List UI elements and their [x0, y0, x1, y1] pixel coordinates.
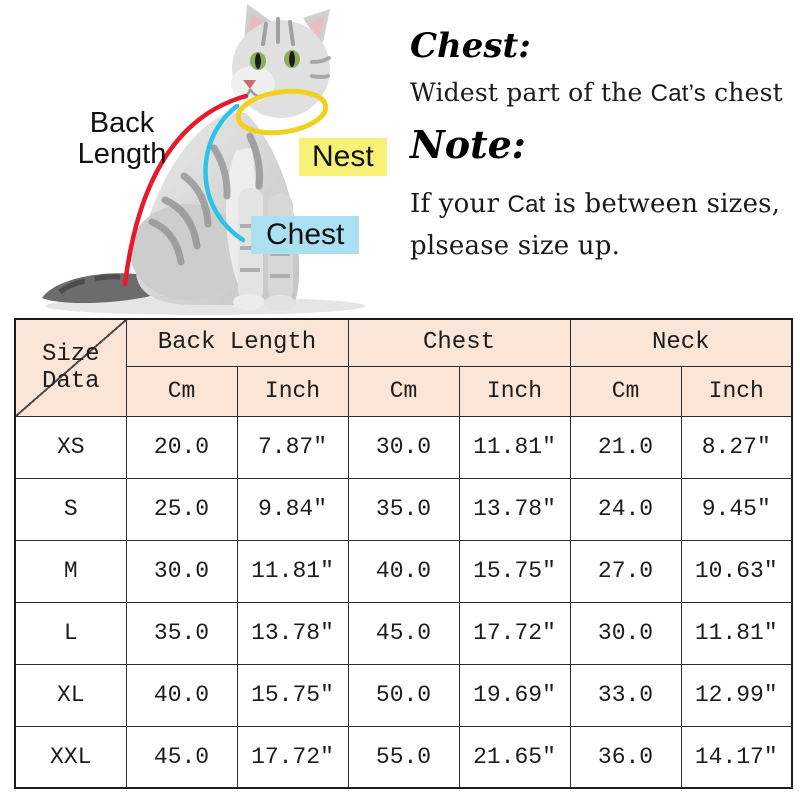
group-header-back-length: Back Length	[125, 318, 349, 367]
value-cell: 30.0	[347, 415, 460, 479]
note-line1-post: is between sizes,	[553, 189, 781, 219]
value-cell: 7.87″	[236, 415, 349, 479]
measurement-lines	[122, 88, 329, 287]
size-cell: L	[14, 601, 127, 665]
value-cell: 21.65″	[458, 725, 571, 789]
corner-size-data-cell: Size Data	[14, 318, 127, 417]
value-cell: 15.75″	[458, 539, 571, 603]
group-header-chest: Chest	[347, 318, 571, 367]
value-cell: 24.0	[569, 477, 682, 541]
value-cell: 15.75″	[236, 663, 349, 727]
size-cell: XXL	[14, 725, 127, 789]
value-cell: 40.0	[347, 539, 460, 603]
size-cell: XL	[14, 663, 127, 727]
value-cell: 9.84″	[236, 477, 349, 541]
note-line2: plsease size up.	[410, 231, 621, 262]
chest-description: Widest part of the Cat’s chest	[410, 78, 796, 108]
value-cell: 35.0	[347, 477, 460, 541]
value-cell: 13.78″	[236, 601, 349, 665]
size-cell: XS	[14, 415, 127, 479]
note-text: If your Cat is between sizes, plsease si…	[410, 183, 796, 267]
value-cell: 19.69″	[458, 663, 571, 727]
chest-heading: Chest:	[410, 26, 531, 66]
unit-header-backlength-inch: Inch	[236, 365, 349, 417]
value-cell: 8.27″	[680, 415, 793, 479]
cat-illustration	[42, 4, 365, 315]
chest-desc-post: chest	[714, 78, 783, 107]
value-cell: 25.0	[125, 477, 238, 541]
value-cell: 11.81″	[458, 415, 571, 479]
value-cell: 50.0	[347, 663, 460, 727]
size-cell: M	[14, 539, 127, 603]
back-length-line	[122, 93, 249, 287]
value-cell: 30.0	[125, 539, 238, 603]
table-row: M 30.0 11.81″ 40.0 15.75″ 27.0 10.63″	[14, 539, 793, 603]
back-length-label: Back Length	[77, 107, 167, 171]
table-row: S 25.0 9.84″ 35.0 13.78″ 24.0 9.45″	[14, 477, 793, 541]
chest-desc-cat: Cat’s	[650, 80, 706, 107]
note-heading: Note:	[410, 122, 526, 167]
value-cell: 35.0	[125, 601, 238, 665]
size-cell: S	[14, 477, 127, 541]
unit-header-backlength-cm: Cm	[125, 365, 238, 417]
cat-measurement-diagram: Back Length Nest Chest	[0, 0, 410, 320]
value-cell: 36.0	[569, 725, 682, 789]
value-cell: 10.63″	[680, 539, 793, 603]
value-cell: 55.0	[347, 725, 460, 789]
value-cell: 11.81″	[680, 601, 793, 665]
nest-label: Nest	[299, 138, 387, 176]
value-cell: 17.72″	[458, 601, 571, 665]
size-data-table: Size Data Back Length Chest Neck Cm Inch…	[14, 318, 793, 789]
value-cell: 14.17″	[680, 725, 793, 789]
note-line1-pre: If your	[410, 189, 508, 219]
value-cell: 30.0	[569, 601, 682, 665]
value-cell: 45.0	[125, 725, 238, 789]
table-row: XL 40.0 15.75″ 50.0 19.69″ 33.0 12.99″	[14, 663, 793, 727]
value-cell: 17.72″	[236, 725, 349, 789]
value-cell: 21.0	[569, 415, 682, 479]
value-cell: 45.0	[347, 601, 460, 665]
table-row: L 35.0 13.78″ 45.0 17.72″ 30.0 11.81″	[14, 601, 793, 665]
info-panel: Chest: Widest part of the Cat’s chest No…	[410, 26, 796, 267]
value-cell: 20.0	[125, 415, 238, 479]
value-cell: 27.0	[569, 539, 682, 603]
unit-header-neck-cm: Cm	[569, 365, 682, 417]
value-cell: 11.81″	[236, 539, 349, 603]
unit-header-chest-inch: Inch	[458, 365, 571, 417]
chest-line	[203, 103, 246, 243]
group-header-neck: Neck	[569, 318, 793, 367]
chest-label: Chest	[251, 216, 360, 254]
value-cell: 40.0	[125, 663, 238, 727]
chest-desc-pre: Widest part of the	[410, 78, 651, 107]
note-line1-cat: Cat	[507, 191, 546, 218]
value-cell: 12.99″	[680, 663, 793, 727]
neck-line	[235, 88, 329, 136]
unit-header-neck-inch: Inch	[680, 365, 793, 417]
unit-header-chest-cm: Cm	[347, 365, 460, 417]
value-cell: 13.78″	[458, 477, 571, 541]
table-row: XXL 45.0 17.72″ 55.0 21.65″ 36.0 14.17″	[14, 725, 793, 789]
table-row: XS 20.0 7.87″ 30.0 11.81″ 21.0 8.27″	[14, 415, 793, 479]
value-cell: 33.0	[569, 663, 682, 727]
value-cell: 9.45″	[680, 477, 793, 541]
